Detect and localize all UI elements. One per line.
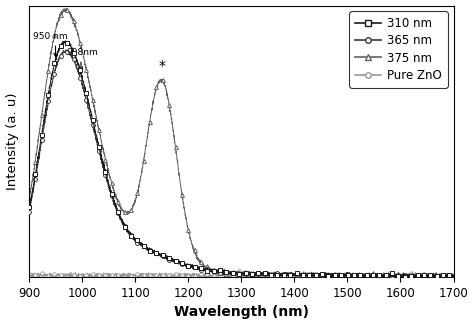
X-axis label: Wavelength (nm): Wavelength (nm) — [174, 306, 309, 319]
Text: *: * — [158, 59, 165, 73]
Text: 950 nm: 950 nm — [33, 32, 67, 41]
Legend: 310 nm, 365 nm, 375 nm, Pure ZnO: 310 nm, 365 nm, 375 nm, Pure ZnO — [349, 11, 447, 88]
Y-axis label: Intensity (a. u): Intensity (a. u) — [6, 93, 18, 190]
Text: 998nm: 998nm — [67, 48, 99, 57]
